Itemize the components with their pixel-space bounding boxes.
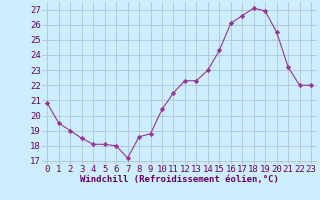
X-axis label: Windchill (Refroidissement éolien,°C): Windchill (Refroidissement éolien,°C) [80,175,279,184]
